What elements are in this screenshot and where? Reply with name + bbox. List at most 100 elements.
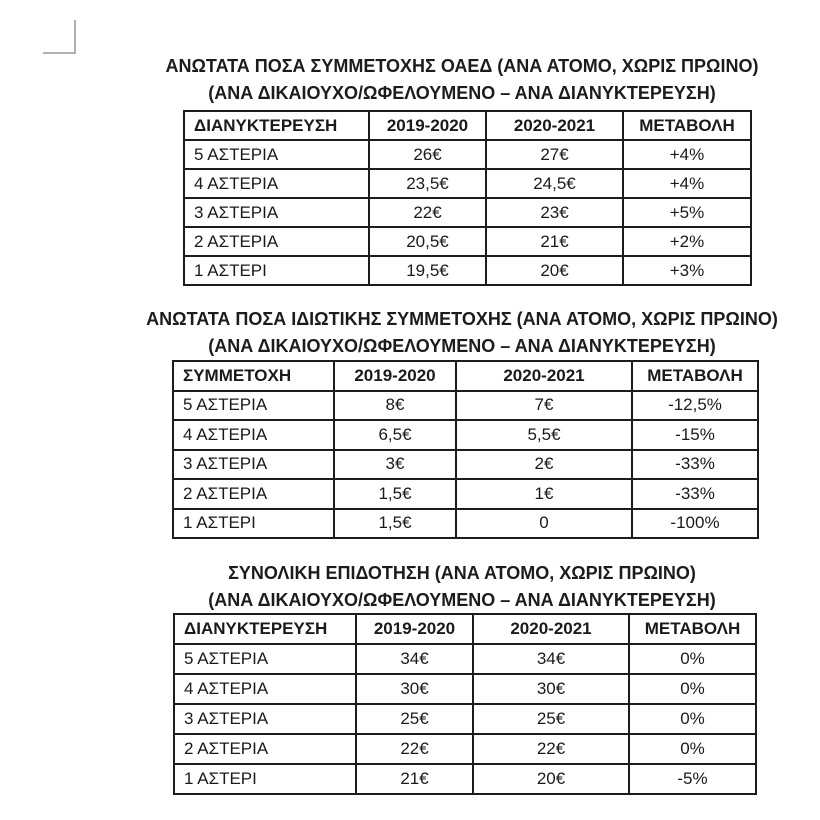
table-cell: 0 [455, 507, 633, 539]
table-cell: 21€ [485, 226, 624, 257]
column-header: ΔΙΑΝΥΚΤΕΡΕΥΣΗ [173, 613, 357, 645]
section-title-line1: ΣΥΝΟΛΙΚΗ ΕΠΙΔΟΤΗΣΗ (ΑΝΑ ΑΤΟΜΟ, ΧΩΡΙΣ ΠΡΩ… [228, 563, 696, 583]
table-cell: 27€ [485, 139, 624, 170]
table-cell: +4% [622, 168, 752, 199]
table-total-subsidy: ΔΙΑΝΥΚΤΕΡΕΥΣΗ 2019-2020 2020-2021 ΜΕΤΑΒΟ… [173, 613, 757, 795]
table-header-row: ΣΥΜΜΕΤΟΧΗ 2019-2020 2020-2021 ΜΕΤΑΒΟΛΗ [172, 360, 759, 392]
table-cell: 23,5€ [368, 168, 487, 199]
section-title-line2: (ΑΝΑ ΔΙΚΑΙΟΥΧΟ/ΩΦΕΛΟΥΜΕΝΟ – ΑΝΑ ΔΙΑΝΥΚΤΕ… [208, 590, 716, 610]
column-header: 2019-2020 [368, 110, 487, 141]
table-cell: 23€ [485, 197, 624, 228]
table-cell: 0% [628, 703, 757, 735]
table-cell: 2 ΑΣΤΕΡΙΑ [183, 226, 370, 257]
table-cell: -33% [631, 448, 759, 480]
table-cell: 1€ [455, 478, 633, 510]
table-cell: 4 ΑΣΤΕΡΙΑ [172, 419, 335, 451]
table-row: 1 ΑΣΤΕΡΙ 1,5€ 0 -100% [172, 507, 759, 539]
table-row: 3 ΑΣΤΕΡΙΑ 22€ 23€ +5% [183, 197, 752, 228]
table-cell: 2€ [455, 448, 633, 480]
table-cell: 8€ [333, 389, 457, 421]
column-header: ΜΕΤΑΒΟΛΗ [622, 110, 752, 141]
page-corner-mark [43, 20, 76, 54]
table-cell: -15% [631, 419, 759, 451]
table-cell: 0% [628, 643, 757, 675]
column-header: 2020-2021 [485, 110, 624, 141]
column-header: 2019-2020 [355, 613, 474, 645]
table-cell: 4 ΑΣΤΕΡΙΑ [173, 673, 357, 705]
section-title-line1: ΑΝΩΤΑΤΑ ΠΟΣΑ ΙΔΙΩΤΙΚΗΣ ΣΥΜΜΕΤΟΧΗΣ (ΑΝΑ Α… [146, 309, 778, 329]
table-row: 3 ΑΣΤΕΡΙΑ 3€ 2€ -33% [172, 448, 759, 480]
table-cell: 0% [628, 673, 757, 705]
table-cell: 25€ [472, 703, 630, 735]
column-header: ΔΙΑΝΥΚΤΕΡΕΥΣΗ [183, 110, 370, 141]
table-cell: 22€ [355, 733, 474, 765]
table-private-participation: ΣΥΜΜΕΤΟΧΗ 2019-2020 2020-2021 ΜΕΤΑΒΟΛΗ 5… [172, 360, 759, 539]
section-title-private: ΑΝΩΤΑΤΑ ΠΟΣΑ ΙΔΙΩΤΙΚΗΣ ΣΥΜΜΕΤΟΧΗΣ (ΑΝΑ Α… [112, 306, 812, 360]
table-cell: 3€ [333, 448, 457, 480]
column-header: ΣΥΜΜΕΤΟΧΗ [172, 360, 335, 392]
table-cell: 1,5€ [333, 507, 457, 539]
table-cell: -33% [631, 478, 759, 510]
table-row: 2 ΑΣΤΕΡΙΑ 1,5€ 1€ -33% [172, 478, 759, 510]
section-title-oaed: ΑΝΩΤΑΤΑ ΠΟΣΑ ΣΥΜΜΕΤΟΧΗΣ ΟΑΕΔ (ΑΝΑ ΑΤΟΜΟ,… [112, 53, 812, 107]
table-cell: 34€ [472, 643, 630, 675]
table-row: 5 ΑΣΤΕΡΙΑ 8€ 7€ -12,5% [172, 389, 759, 421]
table-cell: 19,5€ [368, 255, 487, 286]
table-row: 1 ΑΣΤΕΡΙ 19,5€ 20€ +3% [183, 255, 752, 286]
table-cell: 1,5€ [333, 478, 457, 510]
table-cell: 26€ [368, 139, 487, 170]
table-row: 3 ΑΣΤΕΡΙΑ 25€ 25€ 0% [173, 703, 757, 735]
table-row: 5 ΑΣΤΕΡΙΑ 26€ 27€ +4% [183, 139, 752, 170]
table-cell: 30€ [472, 673, 630, 705]
table-cell: 1 ΑΣΤΕΡΙ [172, 507, 335, 539]
column-header: 2020-2021 [472, 613, 630, 645]
table-cell: 2 ΑΣΤΕΡΙΑ [172, 478, 335, 510]
table-cell: 3 ΑΣΤΕΡΙΑ [173, 703, 357, 735]
table-cell: -12,5% [631, 389, 759, 421]
table-header-row: ΔΙΑΝΥΚΤΕΡΕΥΣΗ 2019-2020 2020-2021 ΜΕΤΑΒΟ… [183, 110, 752, 141]
table-cell: 7€ [455, 389, 633, 421]
table-cell: 4 ΑΣΤΕΡΙΑ [183, 168, 370, 199]
table-cell: 21€ [355, 763, 474, 795]
table-cell: -5% [628, 763, 757, 795]
table-cell: 24,5€ [485, 168, 624, 199]
table-row: 4 ΑΣΤΕΡΙΑ 6,5€ 5,5€ -15% [172, 419, 759, 451]
table-header-row: ΔΙΑΝΥΚΤΕΡΕΥΣΗ 2019-2020 2020-2021 ΜΕΤΑΒΟ… [173, 613, 757, 645]
table-cell: 6,5€ [333, 419, 457, 451]
table-cell: 1 ΑΣΤΕΡΙ [173, 763, 357, 795]
table-cell: +2% [622, 226, 752, 257]
table-cell: 5 ΑΣΤΕΡΙΑ [173, 643, 357, 675]
table-cell: +3% [622, 255, 752, 286]
section-title-line2: (ΑΝΑ ΔΙΚΑΙΟΥΧΟ/ΩΦΕΛΟΥΜΕΝΟ – ΑΝΑ ΔΙΑΝΥΚΤΕ… [208, 336, 716, 356]
table-cell: 3 ΑΣΤΕΡΙΑ [183, 197, 370, 228]
column-header: ΜΕΤΑΒΟΛΗ [628, 613, 757, 645]
table-row: 4 ΑΣΤΕΡΙΑ 30€ 30€ 0% [173, 673, 757, 705]
table-row: 4 ΑΣΤΕΡΙΑ 23,5€ 24,5€ +4% [183, 168, 752, 199]
column-header: 2019-2020 [333, 360, 457, 392]
table-cell: 22€ [368, 197, 487, 228]
table-row: 5 ΑΣΤΕΡΙΑ 34€ 34€ 0% [173, 643, 757, 675]
table-cell: 3 ΑΣΤΕΡΙΑ [172, 448, 335, 480]
table-cell: 20,5€ [368, 226, 487, 257]
table-cell: 34€ [355, 643, 474, 675]
table-cell: 5,5€ [455, 419, 633, 451]
table-row: 1 ΑΣΤΕΡΙ 21€ 20€ -5% [173, 763, 757, 795]
table-cell: 0% [628, 733, 757, 765]
section-title-line1: ΑΝΩΤΑΤΑ ΠΟΣΑ ΣΥΜΜΕΤΟΧΗΣ ΟΑΕΔ (ΑΝΑ ΑΤΟΜΟ,… [165, 56, 759, 76]
table-cell: 22€ [472, 733, 630, 765]
table-cell: -100% [631, 507, 759, 539]
table-cell: 2 ΑΣΤΕΡΙΑ [173, 733, 357, 765]
table-cell: 25€ [355, 703, 474, 735]
table-row: 2 ΑΣΤΕΡΙΑ 20,5€ 21€ +2% [183, 226, 752, 257]
table-cell: 20€ [485, 255, 624, 286]
table-oaed-participation: ΔΙΑΝΥΚΤΕΡΕΥΣΗ 2019-2020 2020-2021 ΜΕΤΑΒΟ… [183, 110, 752, 286]
table-cell: 5 ΑΣΤΕΡΙΑ [183, 139, 370, 170]
table-cell: +5% [622, 197, 752, 228]
table-row: 2 ΑΣΤΕΡΙΑ 22€ 22€ 0% [173, 733, 757, 765]
column-header: 2020-2021 [455, 360, 633, 392]
table-cell: +4% [622, 139, 752, 170]
table-cell: 30€ [355, 673, 474, 705]
table-cell: 20€ [472, 763, 630, 795]
table-cell: 1 ΑΣΤΕΡΙ [183, 255, 370, 286]
column-header: ΜΕΤΑΒΟΛΗ [631, 360, 759, 392]
